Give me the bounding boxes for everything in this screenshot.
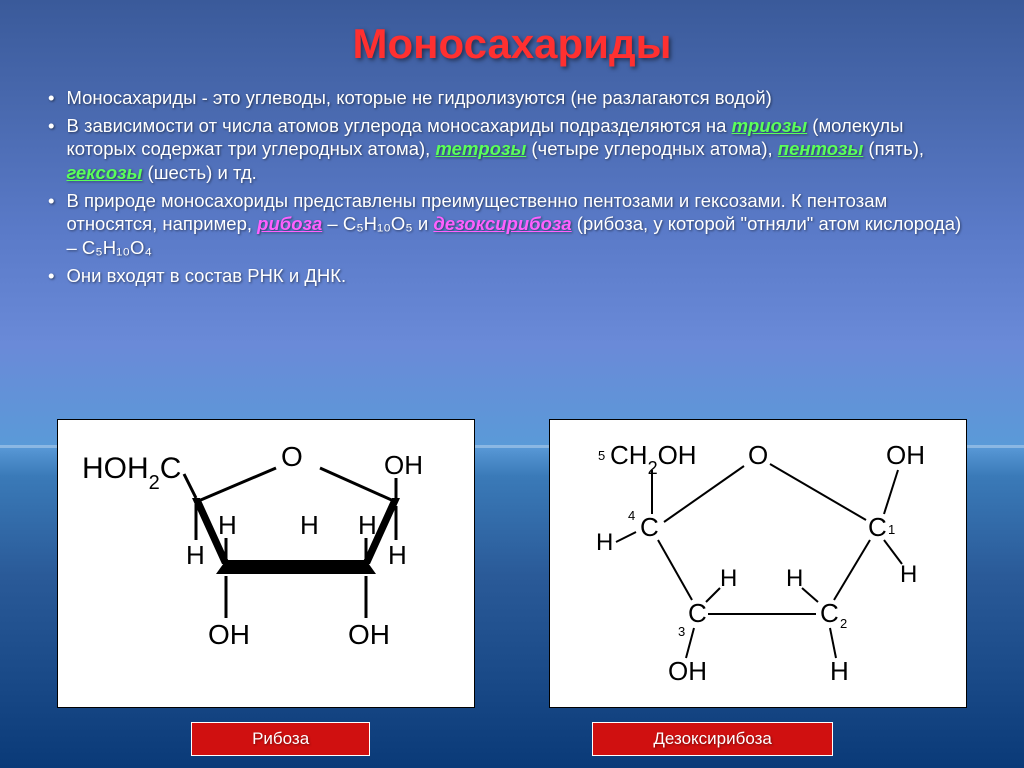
atom-C: C bbox=[640, 512, 659, 542]
paragraph-4: Они входят в состав РНК и ДНК. bbox=[66, 264, 346, 288]
pos-5: 5 bbox=[598, 448, 605, 463]
atom-H: H bbox=[388, 540, 407, 570]
atom-H: H bbox=[900, 561, 917, 588]
atom-H: H bbox=[218, 510, 237, 540]
atom-C: C bbox=[868, 512, 887, 542]
atom-OH: OH bbox=[208, 619, 250, 650]
slide-body: • Моносахариды - это углеводы, которые н… bbox=[0, 68, 1024, 291]
pos-4: 4 bbox=[628, 508, 635, 523]
bullet-1: • Моносахариды - это углеводы, которые н… bbox=[48, 86, 976, 114]
bullet-mark: • bbox=[48, 86, 54, 114]
paragraph-1: Моносахариды - это углеводы, которые не … bbox=[66, 86, 771, 110]
term-pentozy: пентозы bbox=[778, 138, 864, 159]
bullet-mark: • bbox=[48, 264, 54, 292]
atom-OH: OH bbox=[668, 656, 707, 686]
bullet-mark: • bbox=[48, 114, 54, 189]
atom-H: H bbox=[300, 510, 319, 540]
atom-OH: OH bbox=[348, 619, 390, 650]
atom-HOH2C: HOH2C bbox=[82, 452, 181, 494]
deoxyribose-label: Дезоксирибоза bbox=[592, 722, 832, 756]
slide-title: Моносахариды bbox=[0, 0, 1024, 68]
atom-H: H bbox=[720, 565, 737, 592]
bullet-4: • Они входят в состав РНК и ДНК. bbox=[48, 264, 976, 292]
pos-2: 2 bbox=[840, 616, 847, 631]
atom-C: C bbox=[820, 598, 839, 628]
term-riboza: рибоза bbox=[257, 213, 322, 234]
atom-OH: OH bbox=[886, 440, 925, 470]
bullet-mark: • bbox=[48, 189, 54, 264]
term-gexozy: гексозы bbox=[66, 162, 142, 183]
term-tetrozy: тетрозы bbox=[435, 138, 526, 159]
atom-H: H bbox=[186, 540, 205, 570]
atom-H: H bbox=[358, 510, 377, 540]
atom-H: H bbox=[830, 656, 849, 686]
term-triozy: триозы bbox=[732, 115, 808, 136]
atom-CH2OH: CH2OH bbox=[610, 440, 697, 478]
pos-3: 3 bbox=[678, 624, 685, 639]
pos-1: 1 bbox=[888, 522, 895, 537]
ribose-label: Рибоза bbox=[191, 722, 370, 756]
formula-ribose: C₅H₁₀O₅ bbox=[343, 213, 413, 234]
atom-OH: OH bbox=[384, 450, 423, 480]
bullet-2: • В зависимости от числа атомов углерода… bbox=[48, 114, 976, 189]
formula-deoxy: C₅H₁₀O₄ bbox=[82, 237, 152, 258]
atom-O: O bbox=[748, 440, 768, 470]
bullet-3: • В природе моносахориды представлены пр… bbox=[48, 189, 976, 264]
paragraph-3: В природе моносахориды представлены преи… bbox=[66, 189, 976, 260]
atom-O: O bbox=[281, 441, 303, 472]
paragraph-2: В зависимости от числа атомов углерода м… bbox=[66, 114, 976, 185]
atom-H: H bbox=[596, 529, 613, 556]
term-deoxy: дезоксирибоза bbox=[433, 213, 571, 234]
ribose-diagram: O HOH2C H OH H H OH H bbox=[57, 419, 475, 708]
deoxyribose-diagram: CH2OH O OH 5 C C 4 1 C C 3 2 bbox=[549, 419, 967, 708]
atom-H: H bbox=[786, 565, 803, 592]
atom-C: C bbox=[688, 598, 707, 628]
